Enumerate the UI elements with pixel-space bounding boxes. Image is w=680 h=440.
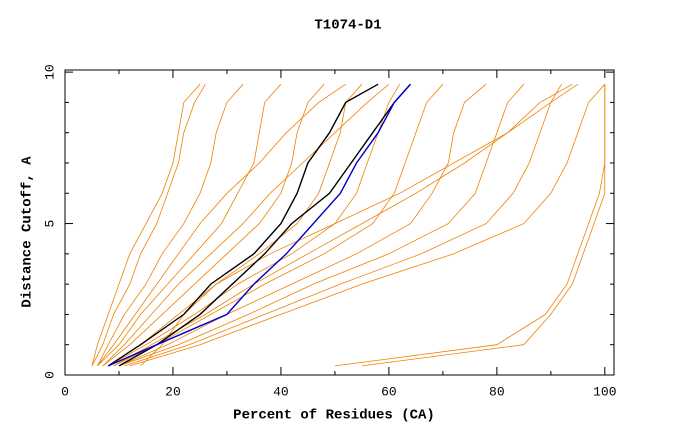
series-line <box>97 83 244 367</box>
x-tick-label: 100 <box>593 384 616 399</box>
series-line <box>118 83 525 367</box>
series-line <box>97 83 346 367</box>
y-tick-label: 0 <box>42 371 57 379</box>
series-line <box>129 83 606 367</box>
series-line <box>113 83 444 367</box>
series-line <box>102 83 325 367</box>
series-line <box>107 83 412 367</box>
y-tick-label: 5 <box>42 220 57 228</box>
series-line <box>113 83 573 367</box>
series-line <box>118 83 412 367</box>
series-line <box>361 84 606 367</box>
series-line <box>124 83 562 367</box>
series-line <box>107 83 379 367</box>
x-tick-label: 0 <box>61 384 69 399</box>
x-tick-label: 80 <box>489 384 505 399</box>
series-line <box>102 83 390 367</box>
y-axis-label: Distance Cutoff, A <box>20 156 36 308</box>
series-line <box>91 83 201 366</box>
series-line <box>107 83 363 367</box>
x-tick-label: 60 <box>381 384 397 399</box>
y-tick-label: 10 <box>42 64 57 80</box>
x-tick-label: 40 <box>273 384 289 399</box>
plot-frame <box>64 69 615 376</box>
series-line <box>91 83 206 367</box>
x-tick-label: 20 <box>165 384 181 399</box>
x-axis-label: Percent of Residues (CA) <box>233 408 435 424</box>
chart-title: T1074-D1 <box>314 18 381 34</box>
plot-area <box>91 83 606 367</box>
series-line <box>97 83 282 367</box>
series-line <box>118 83 487 367</box>
series-line <box>334 84 606 367</box>
series-line <box>140 83 579 367</box>
